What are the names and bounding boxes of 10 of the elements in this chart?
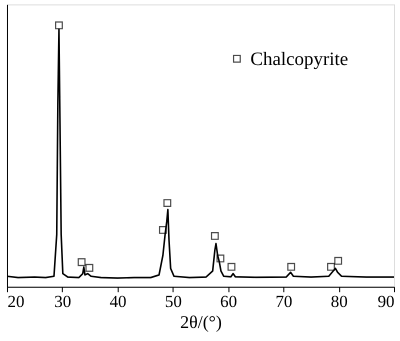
x-tick-label: 50 [164,292,182,312]
x-tick-label: 90 [378,292,395,312]
x-tick-label: 80 [330,292,348,312]
x-tick-label: 70 [275,292,292,312]
x-tick-label: 40 [110,292,127,312]
x-tick-label: 20 [7,292,24,312]
legend-label: Chalcopyrite [250,48,348,70]
x-tick-label: 30 [54,292,72,312]
x-tick-label: 60 [220,292,238,312]
x-axis-title: 2θ/(°) [180,312,222,332]
